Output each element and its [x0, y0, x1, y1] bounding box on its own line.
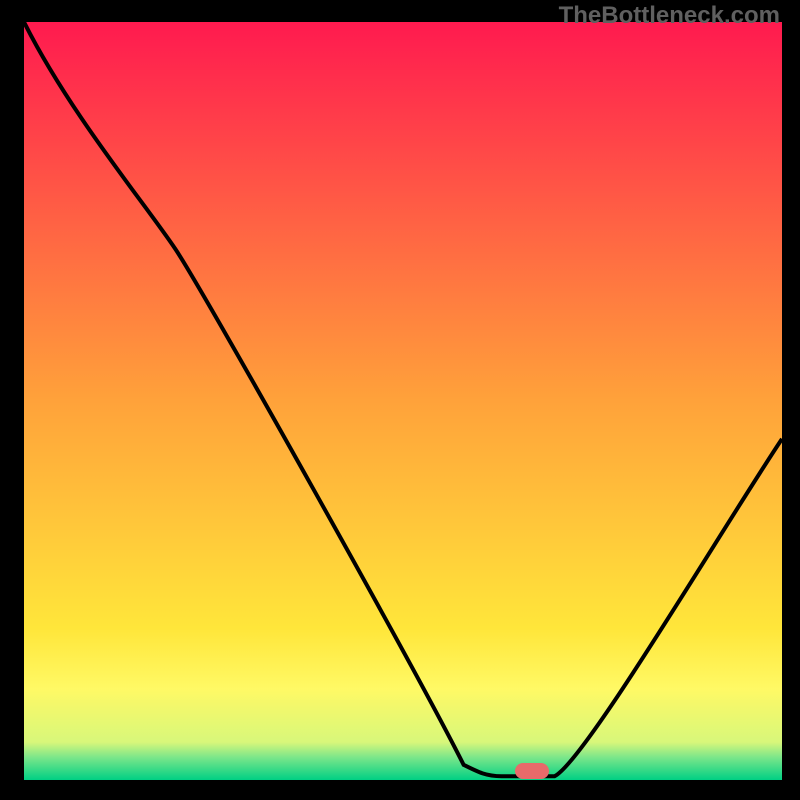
- optimal-marker: [515, 763, 549, 780]
- curve-path: [24, 22, 782, 776]
- chart-curve: [24, 22, 782, 780]
- watermark-text: TheBottleneck.com: [559, 2, 780, 30]
- chart-plot-area: [24, 22, 782, 780]
